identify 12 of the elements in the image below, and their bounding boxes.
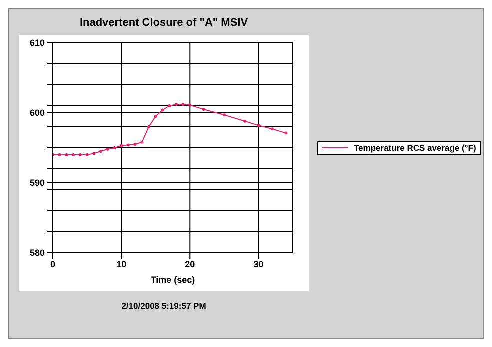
text: 2/10/2008 5:19:57 PM	[120, 301, 208, 311]
y-tick-label: 600	[30, 108, 45, 118]
y-tick-label: 590	[30, 178, 45, 188]
chart-title: Inadvertent Closure of "A" MSIV	[78, 17, 250, 29]
x-tick-label: 30	[254, 259, 264, 270]
x-tick-label: 20	[185, 259, 196, 270]
legend-label: Temperature RCS average (°F)	[354, 143, 476, 153]
y-tick-label: 610	[30, 38, 45, 48]
x-tick-label: 0	[50, 259, 56, 270]
x-axis-title: Time (sec)	[150, 275, 196, 285]
x-tick-label: 10	[116, 259, 127, 270]
y-tick-label: 580	[30, 248, 45, 258]
